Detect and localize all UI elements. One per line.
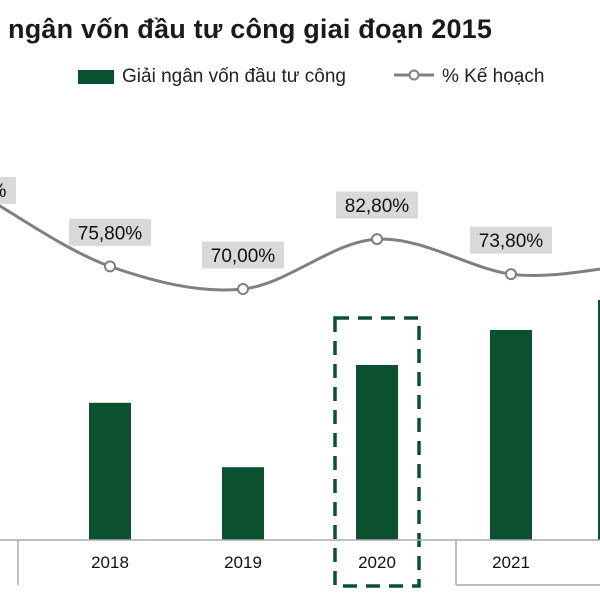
bar-2020 [356, 365, 398, 540]
data-label-bg [202, 241, 284, 269]
x-tick-label-2018: 2018 [91, 553, 129, 572]
line-point-2019 [237, 283, 249, 295]
bar-2019 [222, 467, 264, 540]
data-label-2020: 82,80% [336, 191, 418, 219]
data-label-text: 82,80% [345, 196, 410, 217]
bar-2018 [89, 402, 131, 540]
data-label-2021: 73,80% [470, 226, 552, 254]
line-point-2021 [505, 268, 517, 281]
data-label-bg [0, 177, 16, 204]
data-label-text: 75,80% [78, 223, 143, 244]
line-point-2020 [371, 233, 383, 246]
data-label-text: 73,80% [479, 231, 544, 252]
x-tick-label-2020: 2020 [358, 553, 396, 572]
data-label-bg [336, 191, 418, 219]
bar-partial-right [598, 300, 600, 540]
data-label-2018: 75,80% [69, 218, 151, 246]
data-label-bg [470, 226, 552, 254]
data-label-partial-left: % [0, 177, 16, 204]
data-label-bg [69, 218, 151, 246]
data-label-2019: 70,00% [202, 241, 284, 269]
highlight-box-2020 [333, 316, 421, 588]
legend-bar-label: Giải ngân vốn đầu tư công [122, 66, 346, 87]
x-tick-label-2021: 2021 [492, 553, 530, 572]
legend-bar-swatch [78, 70, 114, 84]
line-point-2018 [104, 260, 116, 273]
data-label-text: % [0, 181, 7, 202]
legend-line-label: % Kế hoạch [441, 66, 545, 87]
x-tick-label-2019: 2019 [224, 553, 262, 572]
data-label-text: 70,00% [211, 246, 276, 267]
legend-line-swatch [393, 66, 434, 88]
bar-2021 [490, 330, 532, 540]
chart-title: ngân vốn đầu tư công giai đoạn 2015 [8, 14, 493, 44]
legend: Giải ngân vốn đầu tư công % Kế hoạch [78, 66, 544, 88]
